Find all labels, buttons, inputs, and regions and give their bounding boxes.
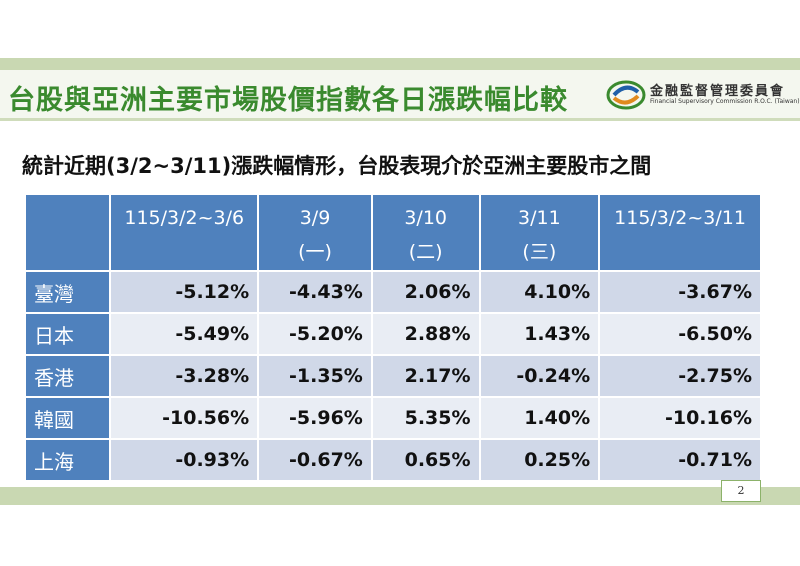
cell: -3.67%	[598, 270, 762, 314]
column-header-line: 115/3/2~3/6	[124, 207, 245, 229]
column-header: 115/3/2~3/6	[109, 193, 260, 272]
cell: -0.67%	[257, 438, 373, 482]
cell: 2.17%	[370, 354, 481, 398]
cell: -5.96%	[257, 396, 373, 440]
cell: -10.16%	[598, 396, 762, 440]
table: 115/3/2~3/6 3/9 (一) 3/10 (二) 3/11 (三) 115/3/2~3…	[23, 193, 762, 482]
logo-name-en: Financial Supervisory Commission R.O.C. …	[650, 98, 800, 105]
cell: -0.93%	[109, 438, 260, 482]
cell: -5.49%	[109, 312, 260, 356]
top-band	[0, 58, 800, 70]
corner-cell	[23, 193, 112, 272]
cell: -0.71%	[598, 438, 762, 482]
cell: -2.75%	[598, 354, 762, 398]
row-header: 日本	[23, 312, 112, 356]
header-row: 115/3/2~3/6 3/9 (一) 3/10 (二) 3/11 (三) 115/3/2~3…	[23, 193, 762, 272]
column-header-line: 3/10	[404, 207, 448, 229]
cell: 2.06%	[370, 270, 481, 314]
table-row: 日本 -5.49% -5.20% 2.88% 1.43% -6.50%	[23, 312, 762, 356]
cell: 0.65%	[370, 438, 481, 482]
page-number: 2	[721, 480, 761, 502]
table-row: 上海 -0.93% -0.67% 0.65% 0.25% -0.71%	[23, 438, 762, 482]
row-header: 韓國	[23, 396, 112, 440]
subtitle: 統計近期(3/2~3/11)漲跌幅情形，台股表現介於亞洲主要股市之間	[22, 154, 652, 178]
cell: 2.88%	[370, 312, 481, 356]
column-header-line: (三)	[522, 241, 557, 263]
row-header: 香港	[23, 354, 112, 398]
title-bar	[0, 70, 800, 121]
column-header-line: (二)	[408, 241, 443, 263]
column-header-line: (一)	[298, 241, 332, 263]
cell: 5.35%	[370, 396, 481, 440]
table-row: 韓國 -10.56% -5.96% 5.35% 1.40% -10.16%	[23, 396, 762, 440]
bottom-band	[0, 487, 800, 505]
column-header: 3/11 (三)	[478, 193, 601, 272]
logo-icon	[606, 80, 646, 110]
title: 台股與亞洲主要市場股價指數各日漲跌幅比較	[8, 85, 568, 116]
cell: -4.43%	[257, 270, 373, 314]
column-header-line: 3/11	[517, 207, 561, 229]
cell: -0.24%	[478, 354, 601, 398]
column-header: 115/3/2~3/11	[598, 193, 762, 272]
column-header-line: 3/9	[299, 207, 331, 229]
table-row: 香港 -3.28% -1.35% 2.17% -0.24% -2.75%	[23, 354, 762, 398]
cell: -5.12%	[109, 270, 260, 314]
column-header: 3/10 (二)	[370, 193, 481, 272]
cell: -10.56%	[109, 396, 260, 440]
cell: -6.50%	[598, 312, 762, 356]
cell: 1.40%	[478, 396, 601, 440]
cell: -3.28%	[109, 354, 260, 398]
logo-name: 金融監督管理委員會	[650, 84, 786, 99]
cell: -5.20%	[257, 312, 373, 356]
cell: 0.25%	[478, 438, 601, 482]
cell: 4.10%	[478, 270, 601, 314]
column-header-line: 115/3/2~3/11	[614, 207, 746, 229]
column-header: 3/9 (一)	[257, 193, 373, 272]
cell: -1.35%	[257, 354, 373, 398]
table-row: 臺灣 -5.12% -4.43% 2.06% 4.10% -3.67%	[23, 270, 762, 314]
row-header: 臺灣	[23, 270, 112, 314]
cell: 1.43%	[478, 312, 601, 356]
row-header: 上海	[23, 438, 112, 482]
